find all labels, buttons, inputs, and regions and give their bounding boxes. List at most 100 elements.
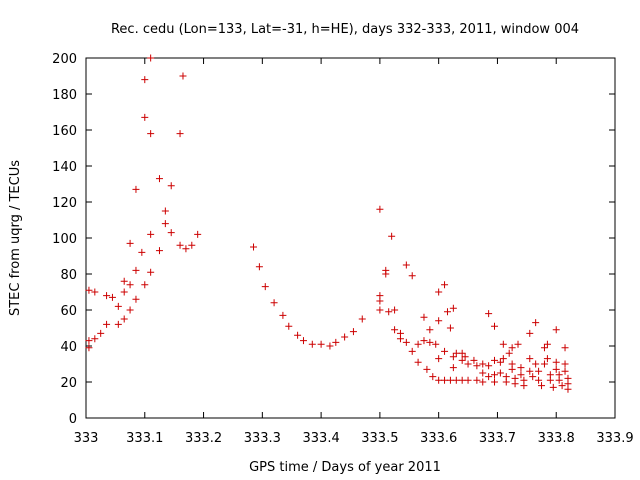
data-point [464, 360, 472, 368]
y-tick-label: 80 [60, 268, 77, 283]
data-point [558, 382, 566, 390]
data-point [464, 376, 472, 384]
x-tick-label: 333.1 [126, 431, 163, 446]
x-tick-label: 333.8 [538, 431, 575, 446]
data-point [473, 376, 481, 384]
data-point [435, 317, 443, 325]
data-point [341, 333, 349, 341]
data-point [308, 340, 316, 348]
data-point [85, 286, 93, 294]
data-point [420, 337, 428, 345]
data-point [147, 230, 155, 238]
data-point [414, 340, 422, 348]
y-tick-label: 100 [52, 232, 77, 247]
data-point [147, 268, 155, 276]
data-point [182, 245, 190, 253]
y-tick-label: 40 [60, 340, 77, 355]
data-point [491, 356, 499, 364]
data-point [449, 364, 457, 372]
data-point [426, 326, 434, 334]
data-point [91, 288, 99, 296]
data-point [470, 356, 478, 364]
data-point [429, 373, 437, 381]
x-tick-label: 333 [74, 431, 99, 446]
data-point [358, 315, 366, 323]
data-point [561, 360, 569, 368]
data-point [132, 185, 140, 193]
data-point [485, 310, 493, 318]
data-point [555, 376, 563, 384]
data-point [147, 130, 155, 138]
data-point [103, 320, 111, 328]
x-tick-label: 333.6 [420, 431, 457, 446]
y-tick-label: 140 [52, 160, 77, 175]
data-point [85, 337, 93, 345]
x-axis: 333 333.1 333.2 333.3 333.4 333.5 333.6 333.7 33… [74, 58, 634, 446]
data-point [458, 376, 466, 384]
data-point [176, 241, 184, 249]
data-point [114, 302, 122, 310]
data-point [108, 293, 116, 301]
y-tick-label: 20 [60, 376, 77, 391]
data-point [526, 355, 534, 363]
data-point [491, 378, 499, 386]
x-tick-label: 333.5 [361, 431, 398, 446]
data-point [538, 382, 546, 390]
x-tick-label: 333.2 [185, 431, 222, 446]
data-point [491, 322, 499, 330]
data-point [479, 360, 487, 368]
data-point [326, 342, 334, 350]
data-point [388, 232, 396, 240]
data-point [120, 315, 128, 323]
data-point [402, 338, 410, 346]
data-point [250, 243, 258, 251]
data-point [432, 340, 440, 348]
data-point [426, 338, 434, 346]
data-point [147, 54, 155, 62]
data-point [443, 308, 451, 316]
data-point [535, 367, 543, 375]
data-point [349, 328, 357, 336]
data-point [279, 311, 287, 319]
data-point [114, 320, 122, 328]
data-point [452, 376, 460, 384]
data-point [179, 72, 187, 80]
chart-title: Rec. cedu (Lon=133, Lat=-31, h=HE), days… [111, 22, 579, 37]
data-point [564, 385, 572, 393]
y-tick-label: 180 [52, 88, 77, 103]
data-point [402, 261, 410, 269]
data-point [261, 283, 269, 291]
data-point [458, 349, 466, 357]
data-point [561, 344, 569, 352]
data-point [167, 182, 175, 190]
data-point [552, 358, 560, 366]
data-points [85, 54, 572, 393]
data-point [420, 313, 428, 321]
data-point [508, 365, 516, 373]
data-point [485, 373, 493, 381]
data-point [294, 331, 302, 339]
data-point [526, 329, 534, 337]
data-point [285, 322, 293, 330]
data-point [532, 319, 540, 327]
y-tick-label: 200 [52, 52, 77, 67]
data-point [552, 365, 560, 373]
data-point [85, 344, 93, 352]
data-point [485, 362, 493, 370]
y-tick-label: 0 [69, 412, 77, 427]
x-tick-label: 333.3 [244, 431, 281, 446]
data-point [535, 376, 543, 384]
data-point [414, 358, 422, 366]
data-point [391, 326, 399, 334]
data-point [188, 241, 196, 249]
data-point [255, 263, 263, 271]
data-point [543, 355, 551, 363]
x-tick-label: 333.9 [596, 431, 633, 446]
data-point [382, 270, 390, 278]
data-point [126, 281, 134, 289]
data-point [194, 230, 202, 238]
data-point [161, 220, 169, 228]
data-point [508, 344, 516, 352]
data-point [408, 347, 416, 355]
